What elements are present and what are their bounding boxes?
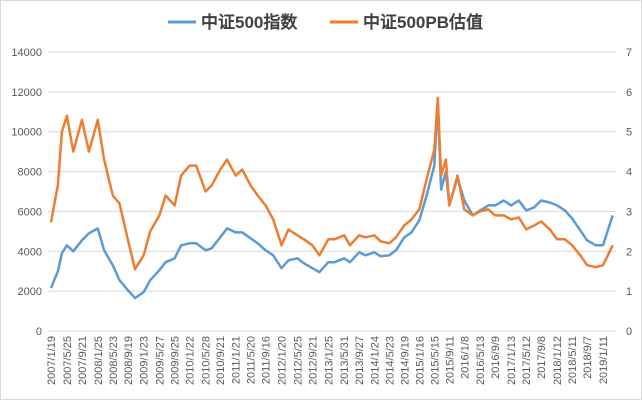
x-tick-label: 2018/9/7 (582, 336, 594, 379)
x-tick-label: 2012/9/21 (307, 336, 319, 385)
x-tick-label: 2012/5/25 (292, 336, 304, 385)
y-right-tick-label: 6 (626, 87, 632, 99)
left-axis: 0 2000 4000 6000 8000 10000 12000 14000 (11, 47, 42, 338)
y-right-tick-label: 4 (626, 167, 632, 179)
y-right-tick-label: 0 (626, 326, 632, 338)
x-tick-label: 2012/1/20 (277, 336, 289, 385)
x-tick-label: 2007/5/25 (62, 336, 74, 385)
x-tick-label: 2010/9/21 (215, 336, 227, 385)
x-tick-label: 2017/9/8 (536, 336, 548, 379)
x-tick-label: 2011/1/21 (231, 336, 243, 384)
x-tick-label: 2009/5/27 (154, 336, 166, 385)
series-lines (49, 96, 614, 300)
x-tick-label: 2010/5/28 (201, 336, 213, 385)
x-tick-label: 2008/1/25 (93, 336, 105, 385)
y-right-tick-label: 2 (626, 246, 632, 258)
x-tick-label: 2008/5/23 (108, 336, 120, 385)
x-tick-label: 2018/1/12 (552, 336, 564, 385)
gridlines (48, 51, 616, 332)
x-tick-label: 2013/1/25 (323, 336, 335, 385)
x-tick-label: 2015/9/11 (444, 336, 456, 384)
y-left-tick-label: 12000 (11, 87, 42, 99)
x-tick-label: 2009/9/25 (170, 336, 182, 385)
y-left-tick-label: 2000 (18, 286, 42, 298)
y-left-tick-label: 8000 (18, 167, 42, 179)
x-tick-label: 2019/1/11 (598, 336, 610, 384)
x-tick-label: 2010/1/22 (185, 336, 197, 385)
y-left-tick-label: 6000 (18, 206, 42, 218)
y-left-tick-label: 0 (36, 326, 42, 338)
x-tick-label: 2016/9/9 (490, 336, 502, 379)
x-tick-label: 2013/9/27 (354, 336, 366, 385)
x-tick-label: 2015/1/16 (414, 336, 426, 385)
y-right-tick-label: 7 (626, 47, 632, 59)
y-left-tick-label: 4000 (18, 246, 42, 258)
y-right-tick-label: 3 (626, 206, 632, 218)
right-axis: 0 1 2 3 4 5 6 7 (626, 47, 632, 338)
series-line-pb (49, 96, 614, 271)
y-left-tick-label: 10000 (11, 127, 42, 139)
series-line-index (49, 100, 614, 300)
x-tick-label: 2013/5/31 (339, 336, 351, 385)
legend-label-index: 中证500指数 (201, 12, 298, 32)
x-axis: 2007/1/19 2007/5/25 2007/9/21 2008/1/25 2008… (46, 336, 610, 385)
legend-label-pb: 中证500PB估值 (363, 12, 483, 32)
x-tick-label: 2016/5/13 (475, 336, 487, 385)
y-right-tick-label: 1 (626, 286, 632, 298)
x-tick-label: 2017/5/12 (521, 336, 533, 385)
x-tick-label: 2011/9/16 (261, 336, 273, 384)
x-tick-label: 2007/9/21 (77, 336, 89, 385)
x-tick-label: 2014/5/23 (384, 336, 396, 385)
x-tick-label: 2015/5/15 (429, 336, 441, 385)
x-tick-label: 2017/1/13 (506, 336, 518, 385)
x-tick-label: 2008/9/19 (123, 336, 135, 385)
y-right-tick-label: 5 (626, 127, 632, 139)
x-tick-label: 2016/1/8 (459, 336, 471, 379)
x-tick-label: 2009/1/23 (139, 336, 151, 385)
x-tick-label: 2014/9/19 (399, 336, 411, 385)
x-tick-label: 2011/5/20 (246, 336, 258, 384)
y-left-tick-label: 14000 (11, 47, 42, 59)
x-tick-label: 2018/5/11 (567, 336, 579, 384)
x-tick-label: 2014/1/24 (369, 336, 381, 385)
legend: 中证500指数 中证500PB估值 (168, 12, 483, 32)
x-tick-label: 2007/1/19 (46, 336, 58, 385)
